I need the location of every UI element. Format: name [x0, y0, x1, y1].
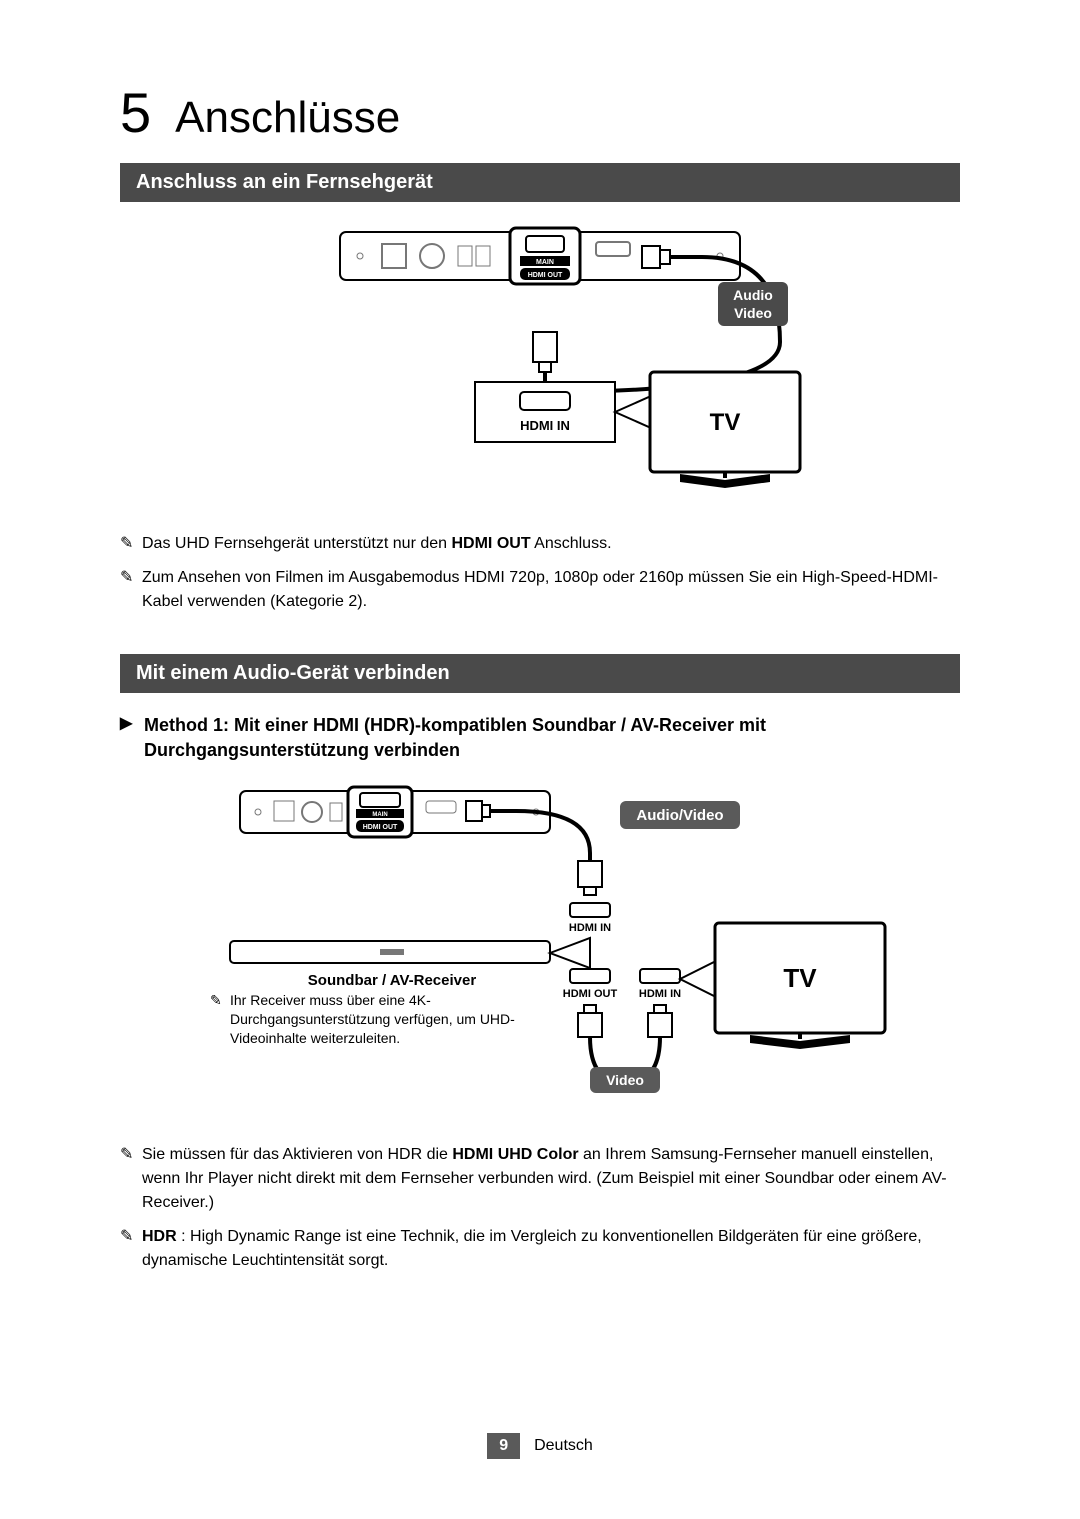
svg-text:MAIN: MAIN: [536, 259, 554, 266]
svg-text:HDMI IN: HDMI IN: [569, 922, 611, 934]
svg-text:Audio: Audio: [733, 287, 773, 303]
note-text: Das UHD Fernsehgerät unterstützt nur den…: [142, 532, 960, 556]
page-number: 9: [487, 1433, 520, 1459]
chapter-text: Anschlüsse: [175, 93, 400, 143]
svg-text:HDMI IN: HDMI IN: [520, 418, 570, 433]
section2-notes: ✎ Sie müssen für das Aktivieren von HDR …: [120, 1143, 960, 1273]
note-icon: ✎: [120, 566, 142, 614]
note-item: ✎ HDR : High Dynamic Range ist eine Tech…: [120, 1225, 960, 1273]
note-text: Zum Ansehen von Filmen im Ausgabemodus H…: [142, 566, 960, 614]
section-heading-2: Mit einem Audio-Gerät verbinden: [120, 654, 960, 693]
note-icon: ✎: [120, 1225, 142, 1273]
svg-text:Audio/Video: Audio/Video: [636, 807, 723, 824]
note-item: ✎ Das UHD Fernsehgerät unterstützt nur d…: [120, 532, 960, 556]
note-icon: ✎: [120, 1143, 142, 1215]
method-title: ▶ Method 1: Mit einer HDMI (HDR)-kompati…: [120, 713, 960, 763]
section-heading-1: Anschluss an ein Fernsehgerät: [120, 163, 960, 202]
note-text: Sie müssen für das Aktivieren von HDR di…: [142, 1143, 960, 1215]
svg-text:HDMI OUT: HDMI OUT: [528, 272, 563, 279]
diagram-tv-connection: MAIN HDMI OUT Audio Video: [120, 222, 960, 502]
chapter-title: 5 Anschlüsse: [120, 80, 960, 145]
svg-text:Soundbar / AV-Receiver: Soundbar / AV-Receiver: [308, 972, 477, 989]
page-footer: 9 Deutsch: [120, 1433, 960, 1459]
svg-text:HDMI IN: HDMI IN: [639, 988, 681, 1000]
svg-text:MAIN: MAIN: [372, 812, 387, 818]
note-text: HDR : High Dynamic Range ist eine Techni…: [142, 1225, 960, 1273]
svg-text:TV: TV: [783, 963, 817, 993]
note-item: ✎ Sie müssen für das Aktivieren von HDR …: [120, 1143, 960, 1215]
svg-text:HDMI OUT: HDMI OUT: [563, 988, 618, 1000]
footer-language: Deutsch: [534, 1437, 593, 1455]
note-item: ✎ Zum Ansehen von Filmen im Ausgabemodus…: [120, 566, 960, 614]
svg-text:HDMI OUT: HDMI OUT: [363, 824, 398, 831]
method-text: Method 1: Mit einer HDMI (HDR)-kompatibl…: [144, 713, 960, 763]
svg-text:TV: TV: [710, 409, 741, 436]
diagram-audio-connection: MAIN HDMI OUT Audio/Video HDMI I: [120, 783, 960, 1113]
note-icon: ✎: [120, 532, 142, 556]
section1-notes: ✎ Das UHD Fernsehgerät unterstützt nur d…: [120, 532, 960, 614]
svg-text:Video: Video: [606, 1072, 644, 1088]
triangle-icon: ▶: [120, 713, 144, 733]
chapter-number: 5: [120, 80, 151, 145]
svg-text:Video: Video: [734, 305, 772, 321]
